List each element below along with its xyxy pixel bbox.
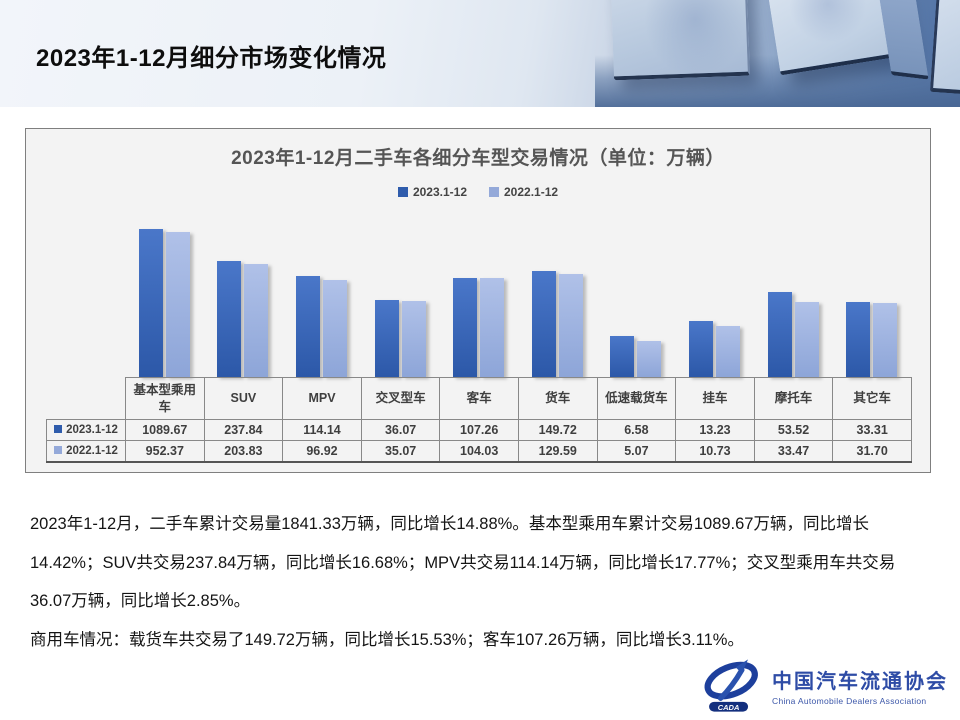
table-row: 2022.1-12 952.37 203.83 96.92 35.07 104.03 129… [46,440,912,463]
value-cell: 53.52 [753,419,834,441]
bar-group [204,211,283,377]
value-cell: 35.07 [360,440,441,463]
bar [374,300,399,377]
bar [453,277,478,377]
bar [767,292,792,377]
slide-title: 2023年1-12月细分市场变化情况 [36,45,387,72]
chart-title: 2023年1-12月二手车各细分车型交易情况（单位：万辆） [231,148,725,169]
value-cell: 6.58 [596,419,677,441]
value-cell: 13.23 [675,419,755,441]
bar-group [125,211,204,377]
value-cell: 33.31 [832,419,912,441]
bar [138,229,163,377]
column-header: 交叉型车 [360,377,441,420]
chart-card: 2023年1-12月二手车各细分车型交易情况（单位：万辆） 2023.1-12 2… [25,128,931,473]
value-cell: 149.72 [517,419,598,441]
row-label-text: 2023.1-12 [66,424,118,436]
value-cell: 129.59 [517,440,598,463]
bar [873,303,898,377]
legend-item: 2023.1-12 [397,185,467,199]
column-header: 货车 [517,377,598,420]
bar-group [439,211,518,377]
cube-graphic [929,0,960,96]
table-header-row: 基本型乘用车 SUV MPV 交叉型车 客车 货车 低速载货车 挂车 摩托车 其它车 [47,377,912,420]
column-header: 挂车 [675,377,755,420]
bar [531,270,556,377]
header-banner: 2023年1-12月细分市场变化情况 [0,0,960,107]
bar [165,231,190,377]
bar [244,264,269,377]
bar-plot [125,211,911,377]
column-header: 摩托车 [753,377,834,420]
value-cell: 36.07 [360,419,441,441]
column-header: MPV [282,377,362,420]
cube-graphic [610,0,750,81]
bar [480,278,505,377]
row-label: 2023.1-12 [46,419,126,441]
column-header: 低速载货车 [596,377,677,420]
column-header: 其它车 [832,377,912,420]
value-cell: 1089.67 [125,419,205,441]
value-cell: 952.37 [125,440,205,463]
legend-swatch-icon [489,187,499,197]
bar [846,302,871,377]
value-cell: 31.70 [832,440,912,463]
legend-swatch-icon [397,187,408,197]
body-paragraph-1: 2023年1-12月，二手车累计交易量1841.33万辆，同比增长14.88%。… [30,515,896,610]
bar [794,301,819,377]
bar-group [282,211,361,377]
cada-logo: CADA 中国汽车流通协会 China Automobile Dealers A… [702,655,948,715]
cada-emblem-icon: CADA [704,659,758,712]
column-header: SUV [203,377,284,420]
bar [610,336,635,377]
table-row: 2023.1-12 1089.67 237.84 114.14 36.07 107.26 1… [46,419,912,441]
table-corner-cell [47,378,126,420]
bar [688,321,713,377]
value-cell: 114.14 [282,419,362,441]
value-cell: 104.03 [439,440,519,463]
data-table: 基本型乘用车 SUV MPV 交叉型车 客车 货车 低速载货车 挂车 摩托车 其它车 2023.1-… [46,377,912,463]
bar [217,260,242,377]
bar [401,300,426,377]
column-header: 基本型乘用车 [125,377,205,420]
value-cell: 107.26 [439,419,519,441]
value-cell: 5.07 [596,440,677,463]
body-paragraph-2: 商用车情况：载货车共交易了149.72万辆，同比增长15.53%；客车107.2… [30,630,744,649]
row-label: 2022.1-12 [46,440,126,463]
column-header: 客车 [439,377,519,420]
bar-group [518,211,597,377]
bar [322,279,347,377]
logo-name-cn: 中国汽车流通协会 [772,670,948,693]
value-cell: 33.47 [753,440,834,463]
bar [558,273,583,377]
row-swatch-icon [54,425,63,433]
legend-label: 2022.1-12 [504,185,559,199]
summary-text: 2023年1-12月，二手车累计交易量1841.33万辆，同比增长14.88%。… [30,505,930,659]
row-label-text: 2022.1-12 [66,444,118,457]
bar-group [832,211,911,377]
legend-label: 2023.1-12 [412,185,467,199]
cada-emblem-text: CADA [718,703,740,712]
value-cell: 237.84 [203,419,284,441]
row-swatch-icon [54,445,63,454]
chart-legend: 2023.1-12 2022.1-12 [26,185,930,199]
bar-group [597,211,676,377]
bar-group [754,211,833,377]
legend-item: 2022.1-12 [489,185,558,199]
value-cell: 203.83 [203,440,284,463]
value-cell: 96.92 [282,440,362,463]
bar-group [361,211,440,377]
bar-group [675,211,754,377]
bar [715,325,740,377]
value-cell: 10.73 [675,440,755,463]
bar [637,341,662,377]
bar [295,276,320,377]
logo-name-en: China Automobile Dealers Association [772,695,927,706]
